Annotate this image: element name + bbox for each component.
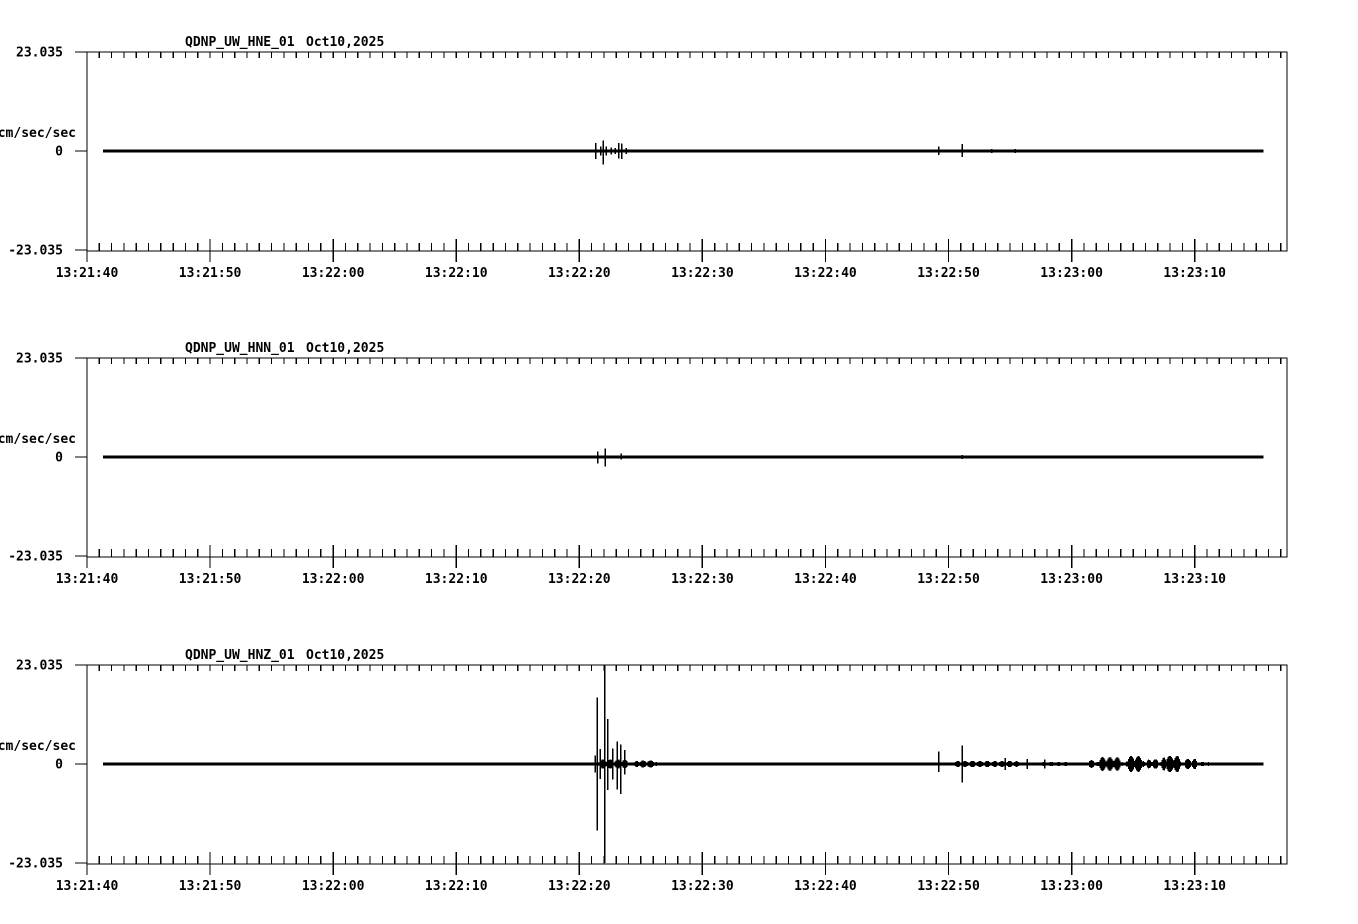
- panel-title: QDNP_UW_HNE_01: [185, 35, 295, 50]
- x-tick-label: 13:22:20: [548, 266, 611, 281]
- y-tick-label: 0: [55, 451, 63, 466]
- x-tick-label: 13:22:00: [302, 572, 365, 587]
- y-tick-label: 23.035: [16, 46, 63, 61]
- x-tick-label: 13:22:30: [671, 266, 734, 281]
- x-tick-label: 13:23:10: [1163, 266, 1226, 281]
- x-tick-label: 13:22:10: [425, 572, 488, 587]
- panel-title: QDNP_UW_HNZ_01: [185, 648, 295, 663]
- y-tick-label: 23.035: [16, 352, 63, 367]
- x-tick-label: 13:23:00: [1040, 266, 1103, 281]
- x-tick-label: 13:22:30: [671, 572, 734, 587]
- x-tick-label: 13:22:30: [671, 879, 734, 894]
- x-tick-label: 13:23:00: [1040, 572, 1103, 587]
- y-tick-label: -23.035: [8, 857, 63, 872]
- y-tick-label: -23.035: [8, 550, 63, 565]
- x-tick-label: 13:23:00: [1040, 879, 1103, 894]
- panel-title: QDNP_UW_HNN_01: [185, 341, 295, 356]
- panel-date: Oct10,2025: [306, 648, 384, 663]
- y-tick-label: -23.035: [8, 244, 63, 259]
- panel-date: Oct10,2025: [306, 341, 384, 356]
- x-tick-label: 13:23:10: [1163, 572, 1226, 587]
- y-tick-label: 0: [55, 758, 63, 773]
- x-tick-label: 13:22:20: [548, 879, 611, 894]
- x-tick-label: 13:21:40: [56, 879, 119, 894]
- y-axis-unit: cm/sec/sec: [0, 432, 76, 447]
- x-tick-label: 13:22:00: [302, 266, 365, 281]
- x-tick-label: 13:22:10: [425, 879, 488, 894]
- x-tick-label: 13:21:50: [179, 266, 242, 281]
- x-tick-label: 13:22:50: [917, 266, 980, 281]
- y-axis-unit: cm/sec/sec: [0, 126, 76, 141]
- x-tick-label: 13:21:50: [179, 879, 242, 894]
- x-tick-label: 13:21:40: [56, 266, 119, 281]
- x-tick-label: 13:22:40: [794, 879, 857, 894]
- x-tick-label: 13:22:50: [917, 572, 980, 587]
- x-tick-label: 13:21:50: [179, 572, 242, 587]
- x-tick-label: 13:22:00: [302, 879, 365, 894]
- y-axis-unit: cm/sec/sec: [0, 739, 76, 754]
- x-tick-label: 13:22:50: [917, 879, 980, 894]
- x-tick-label: 13:21:40: [56, 572, 119, 587]
- x-tick-label: 13:22:20: [548, 572, 611, 587]
- y-tick-label: 0: [55, 145, 63, 160]
- x-tick-label: 13:23:10: [1163, 879, 1226, 894]
- y-tick-label: 23.035: [16, 659, 63, 674]
- x-tick-label: 13:22:40: [794, 266, 857, 281]
- x-tick-label: 13:22:40: [794, 572, 857, 587]
- x-tick-label: 13:22:10: [425, 266, 488, 281]
- panel-date: Oct10,2025: [306, 35, 384, 50]
